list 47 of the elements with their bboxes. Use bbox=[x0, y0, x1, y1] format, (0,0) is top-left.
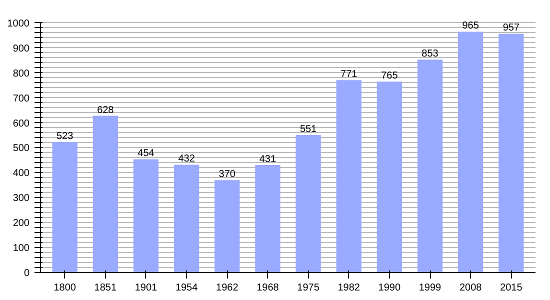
y-tick-label: 0 bbox=[24, 268, 30, 279]
data-label: 551 bbox=[300, 124, 318, 136]
data-label: 370 bbox=[218, 169, 236, 180]
x-tick-label: 1901 bbox=[134, 282, 158, 294]
y-tick-label: 200 bbox=[12, 218, 30, 230]
y-tick-label: 1000 bbox=[7, 18, 30, 30]
bar bbox=[214, 180, 240, 272]
y-tick-label: 300 bbox=[12, 193, 30, 204]
x-tick-label: 2015 bbox=[500, 282, 523, 294]
bar bbox=[174, 164, 200, 272]
bar bbox=[52, 142, 78, 272]
x-tick-label: 1800 bbox=[54, 282, 76, 294]
x-tick-label: 1962 bbox=[216, 282, 239, 294]
bar bbox=[458, 32, 484, 272]
y-tick-label: 400 bbox=[12, 168, 30, 180]
data-label: 771 bbox=[340, 69, 358, 80]
x-tick-label: 1982 bbox=[338, 282, 360, 294]
bar bbox=[376, 82, 402, 272]
data-label: 965 bbox=[462, 20, 480, 32]
y-tick-label: 800 bbox=[12, 68, 30, 80]
y-tick-label: 100 bbox=[12, 243, 30, 254]
x-tick-label: 1990 bbox=[378, 282, 401, 294]
data-label: 431 bbox=[259, 154, 276, 165]
x-tick-label: 2008 bbox=[459, 282, 482, 294]
x-tick-label: 1851 bbox=[94, 282, 117, 294]
bar bbox=[296, 135, 321, 272]
y-tick-label: 600 bbox=[12, 118, 30, 130]
data-label: 853 bbox=[422, 48, 439, 60]
x-tick-label: 1954 bbox=[175, 282, 198, 294]
y-tick-label: 500 bbox=[12, 143, 30, 154]
data-label: 628 bbox=[97, 104, 114, 116]
bar bbox=[133, 159, 159, 272]
x-tick-label: 1968 bbox=[256, 282, 280, 294]
bar bbox=[255, 164, 280, 272]
bar bbox=[417, 60, 443, 272]
bar bbox=[336, 80, 362, 272]
x-tick-label: 1975 bbox=[297, 282, 320, 294]
data-label: 432 bbox=[178, 154, 196, 165]
data-label: 523 bbox=[56, 131, 74, 142]
data-label: 765 bbox=[381, 70, 398, 82]
data-label: 454 bbox=[138, 148, 155, 160]
x-tick-label: 1999 bbox=[418, 282, 442, 294]
bar bbox=[498, 34, 524, 272]
bar bbox=[92, 116, 118, 272]
data-label: 957 bbox=[502, 22, 520, 34]
y-tick-label: 700 bbox=[12, 93, 30, 104]
y-tick-label: 900 bbox=[12, 43, 30, 54]
